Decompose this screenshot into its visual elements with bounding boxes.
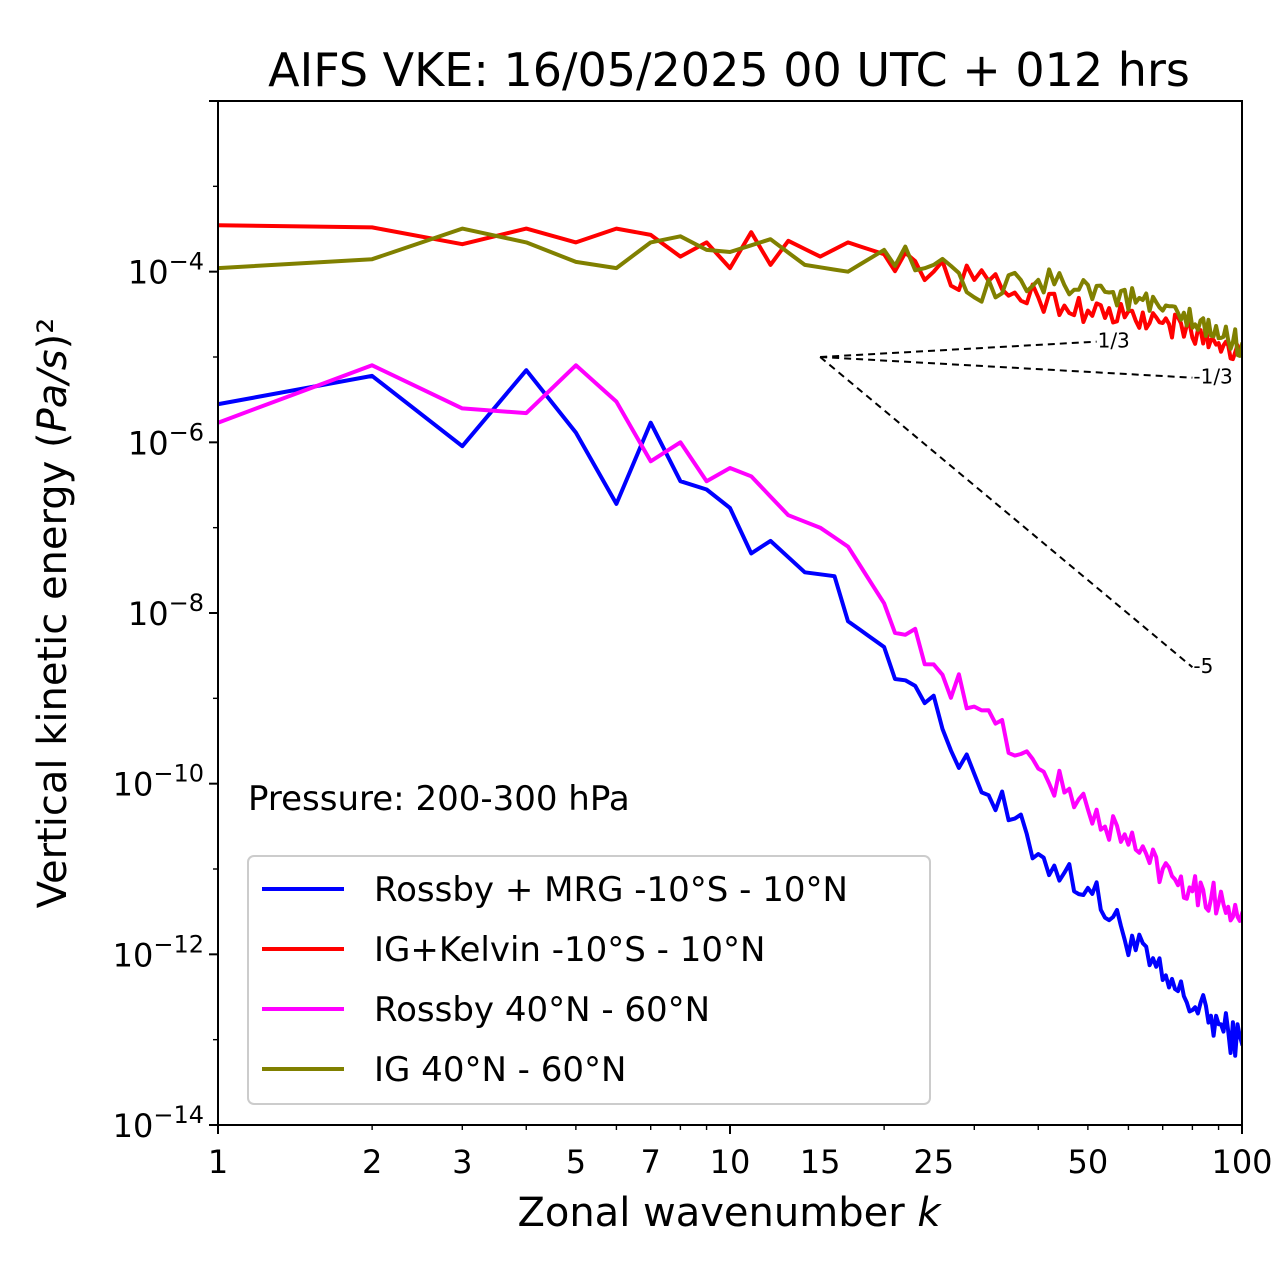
y-axis-label: Vertical kinetic energy (Pa/s)² xyxy=(30,318,76,908)
x-tick-label: 50 xyxy=(1068,1143,1109,1181)
x-axis-label: Zonal wavenumber k xyxy=(517,1190,942,1236)
slope-line xyxy=(820,356,1193,379)
reference-slope-labels: 1/3 -1/3 -5 xyxy=(1098,329,1233,679)
series-line xyxy=(218,368,1242,1058)
x-tick-label: 15 xyxy=(800,1143,841,1181)
slope-label: -5 xyxy=(1193,654,1213,678)
legend: Rossby + MRG -10°S - 10°N IG+Kelvin -10°S… xyxy=(247,855,931,1105)
slope-line xyxy=(819,356,1194,668)
y-tick-label: 10−4 xyxy=(128,248,204,292)
slope-label: -1/3 xyxy=(1193,365,1232,389)
x-tick-label: 5 xyxy=(566,1143,586,1181)
x-tick-label: 100 xyxy=(1211,1143,1272,1181)
legend-label: IG+Kelvin -10°S - 10°N xyxy=(374,930,765,970)
y-tick-label: 10−8 xyxy=(128,589,204,633)
y-axis-ticks: 10−4 10−6 10−8 10−10 10−12 10−14 xyxy=(113,100,218,1145)
x-tick-label: 2 xyxy=(362,1143,382,1181)
series-line xyxy=(218,226,1242,358)
x-tick-label: 7 xyxy=(641,1143,661,1181)
x-tick-label: 1 xyxy=(208,1143,228,1181)
series-lines xyxy=(218,223,1242,1058)
x-tick-label: 3 xyxy=(452,1143,472,1181)
legend-label: Rossby + MRG -10°S - 10°N xyxy=(374,870,848,910)
x-tick-label: 25 xyxy=(913,1143,954,1181)
x-axis-ticks: 1 2 3 5 7 10 15 25 50 100 xyxy=(208,1125,1273,1181)
slope-label: 1/3 xyxy=(1098,329,1130,353)
legend-label: IG 40°N - 60°N xyxy=(374,1050,626,1090)
legend-box xyxy=(247,855,931,1105)
y-tick-label: 10−12 xyxy=(113,930,204,974)
y-tick-label: 10−10 xyxy=(113,760,204,804)
slope-line xyxy=(820,340,1097,358)
chart-title: AIFS VKE: 16/05/2025 00 UTC + 012 hrs xyxy=(268,43,1190,97)
reference-slope-lines xyxy=(819,340,1194,668)
pressure-annotation: Pressure: 200-300 hPa xyxy=(248,779,630,819)
series-line xyxy=(218,363,1242,923)
series-line xyxy=(218,223,1242,362)
x-tick-label: 10 xyxy=(710,1143,751,1181)
legend-label: Rossby 40°N - 60°N xyxy=(374,990,710,1030)
y-tick-label: 10−14 xyxy=(113,1101,204,1145)
y-tick-label: 10−6 xyxy=(128,418,204,462)
